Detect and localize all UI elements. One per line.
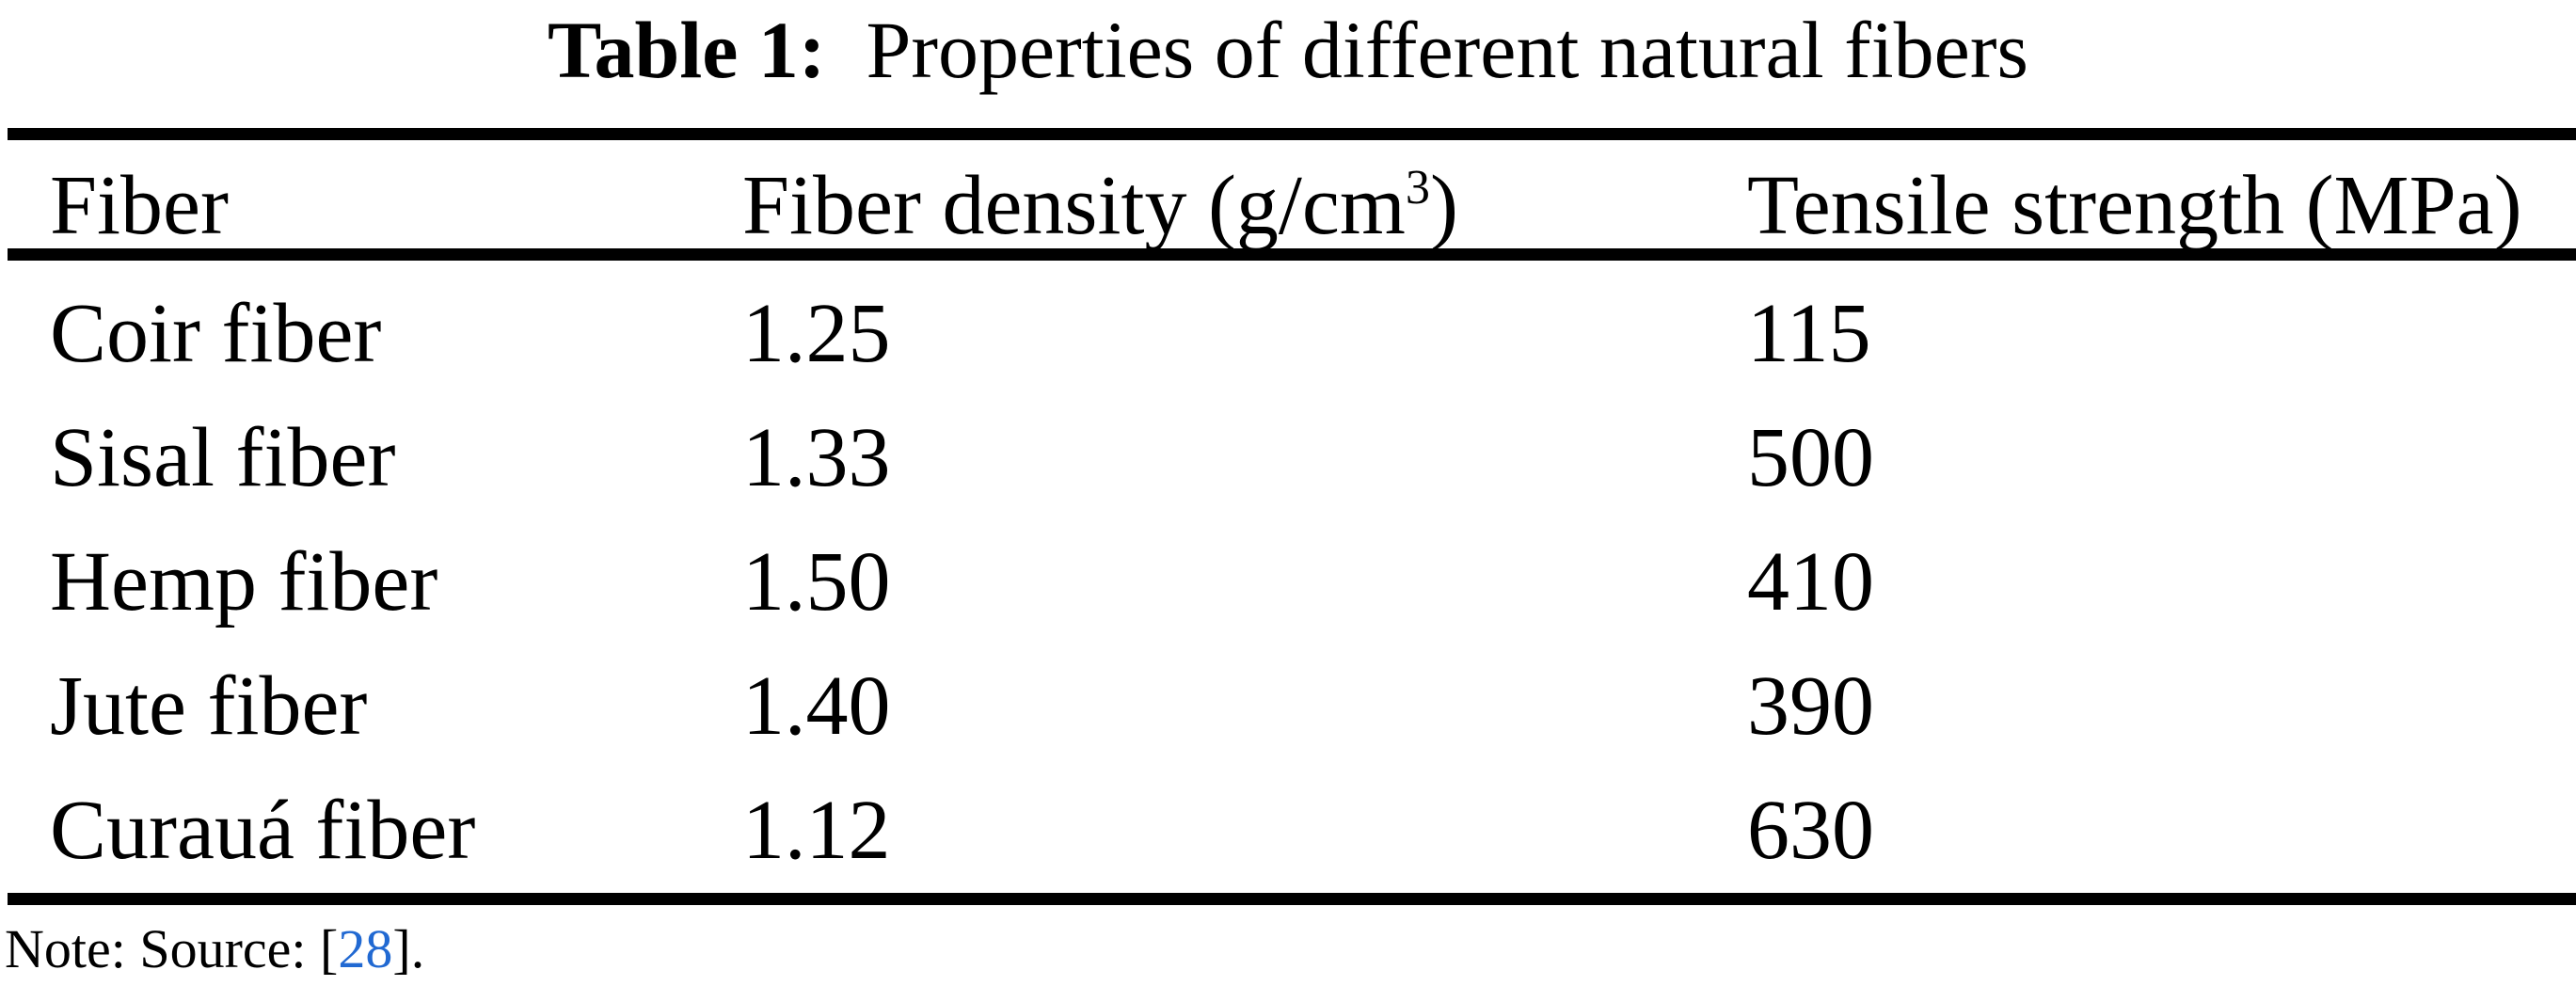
cell-strength: 115 [1747, 287, 1871, 380]
cell-strength: 410 [1747, 535, 1874, 628]
cell-strength: 630 [1747, 784, 1874, 877]
table-top-rule [8, 128, 2576, 140]
citation: [28]. [320, 918, 424, 979]
cell-density: 1.33 [742, 411, 891, 504]
superscript-3: 3 [1405, 159, 1430, 215]
table-header-row: Fiber Fiber density (g/cm3) Tensile stre… [0, 140, 2576, 248]
table-row: Jute fiber 1.40 390 [0, 644, 2576, 769]
table-row: Sisal fiber 1.33 500 [0, 396, 2576, 520]
cell-fiber-name: Hemp fiber [50, 535, 438, 628]
cell-density: 1.50 [742, 535, 891, 628]
note-text: Note: Source: [5, 918, 307, 979]
column-header-density-text: Fiber density (g/cm [742, 159, 1406, 252]
table-caption-label: Table 1: [548, 5, 826, 95]
cell-fiber-name: Jute fiber [50, 660, 368, 753]
citation-bracket-open: [ [320, 918, 339, 979]
cell-density: 1.40 [742, 660, 891, 753]
table-note: Note: Source: [28]. [0, 918, 2576, 981]
cell-density: 1.25 [742, 287, 891, 380]
table-caption: Table 1: Properties of different natural … [0, 0, 2576, 90]
column-header-density-suffix: ) [1429, 159, 1458, 252]
citation-bracket-close: ] [392, 918, 411, 979]
table-header-rule [8, 248, 2576, 261]
cell-density: 1.12 [742, 784, 891, 877]
cell-fiber-name: Curauá fiber [50, 784, 476, 877]
table-row: Hemp fiber 1.50 410 [0, 520, 2576, 644]
note-period: . [410, 918, 425, 979]
table-row: Curauá fiber 1.12 630 [0, 769, 2576, 893]
table-bottom-rule [8, 893, 2576, 905]
column-header-fiber: Fiber [50, 159, 229, 252]
cell-fiber-name: Coir fiber [50, 287, 382, 380]
table-caption-title: Properties of different natural fibers [866, 5, 2028, 95]
table-body: Coir fiber 1.25 115 Sisal fiber 1.33 500… [0, 261, 2576, 893]
cell-fiber-name: Sisal fiber [50, 411, 396, 504]
cell-strength: 390 [1747, 660, 1874, 753]
column-header-density: Fiber density (g/cm3) [742, 163, 1747, 248]
table-row: Coir fiber 1.25 115 [0, 272, 2576, 396]
citation-link-28[interactable]: 28 [338, 918, 393, 979]
cell-strength: 500 [1747, 411, 1874, 504]
column-header-strength: Tensile strength (MPa) [1747, 159, 2522, 252]
